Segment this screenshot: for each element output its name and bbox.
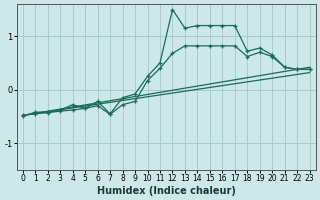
X-axis label: Humidex (Indice chaleur): Humidex (Indice chaleur) [97, 186, 236, 196]
